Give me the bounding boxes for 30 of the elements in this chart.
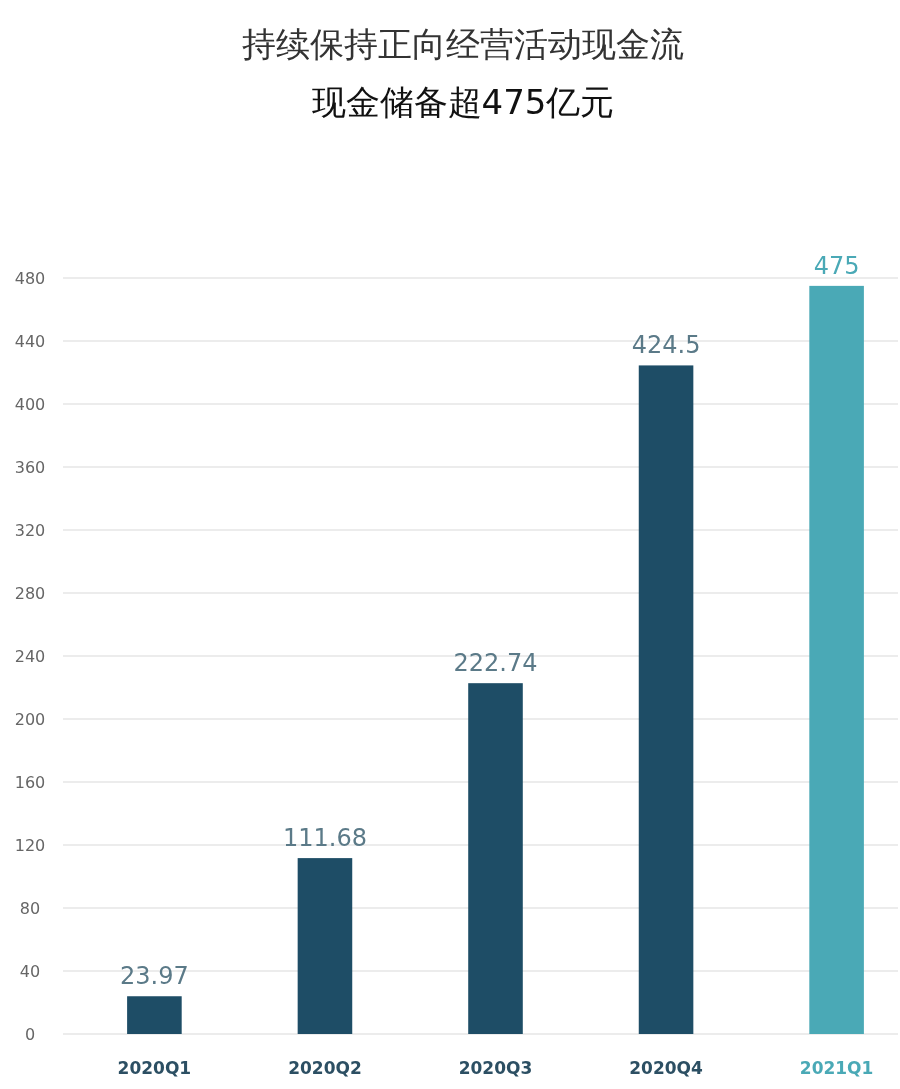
y-tick-label: 120 (14, 835, 46, 855)
y-tick-label: 160 (14, 772, 46, 792)
x-tick-label: 2020Q4 (629, 1058, 704, 1078)
y-tick-label: 480 (14, 268, 46, 288)
x-tick-label: 2021Q1 (799, 1058, 874, 1078)
y-tick-label: 280 (14, 583, 46, 603)
y-tick-label: 360 (14, 457, 46, 477)
y-tick-label: 200 (14, 709, 46, 729)
x-tick-label: 2020Q3 (458, 1058, 533, 1078)
y-tick-label: 0 (24, 1024, 36, 1044)
y-tick-label: 320 (14, 520, 46, 540)
y-tick-label: 440 (14, 331, 46, 351)
data-label: 111.68 (282, 824, 367, 853)
data-label: 23.97 (120, 962, 189, 991)
y-tick-label: 80 (19, 898, 41, 918)
y-tick-label: 40 (19, 961, 41, 981)
y-tick-label: 400 (14, 394, 46, 414)
x-tick-label: 2020Q2 (288, 1058, 362, 1078)
chart-subtitle: 现金储备超475亿元 (311, 82, 615, 122)
data-label: 475 (813, 251, 860, 280)
chart-title: 持续保持正向经营活动现金流 (242, 24, 684, 64)
bar (809, 285, 864, 1034)
x-tick-label: 2020Q1 (117, 1058, 192, 1078)
bar (638, 365, 694, 1034)
data-label: 222.74 (453, 649, 538, 678)
y-tick-label: 240 (14, 646, 46, 666)
data-label: 424.5 (631, 331, 701, 360)
bar (468, 683, 523, 1034)
bar (127, 996, 182, 1034)
bar (297, 858, 353, 1034)
